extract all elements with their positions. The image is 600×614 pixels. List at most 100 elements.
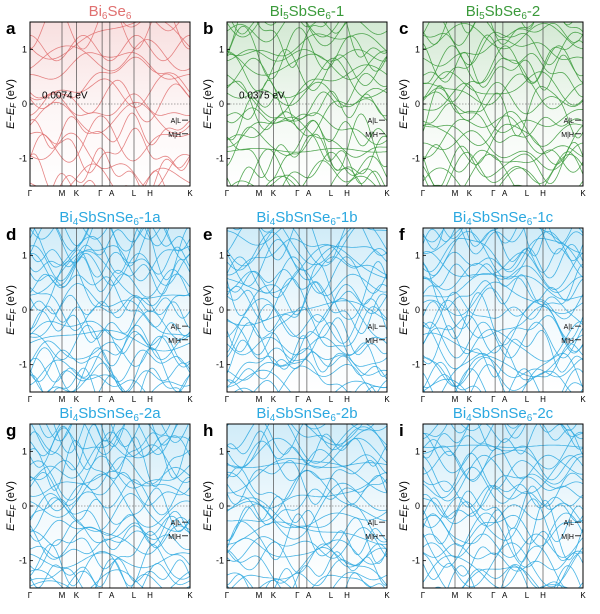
x-tick-label: K <box>384 591 390 600</box>
panel-letter: f <box>399 225 405 244</box>
x-tick-label: H <box>540 591 546 600</box>
panel-title: Bi4SbSnSe6-2b <box>256 405 357 424</box>
kpoint-label: A|L <box>171 118 181 125</box>
y-tick-label: 0 <box>415 99 420 109</box>
panel-title: Bi6Se6 <box>89 3 132 22</box>
x-tick-label: H <box>344 591 350 600</box>
x-tick-label: Γ <box>225 395 230 404</box>
kpoint-label: M|H <box>365 132 378 139</box>
kpoint-label: M|H <box>561 338 574 345</box>
x-tick-label: M <box>59 395 66 404</box>
panel-title: Bi4SbSnSe6-2c <box>453 405 554 424</box>
x-tick-label: M <box>452 189 459 198</box>
y-tick-label: -1 <box>412 154 420 164</box>
kpoint-label: A|L <box>564 118 574 125</box>
x-tick-label: K <box>187 395 193 404</box>
x-tick-label: Γ <box>421 395 426 404</box>
x-tick-label: A <box>502 189 508 198</box>
y-tick-label: 0 <box>22 305 27 315</box>
x-tick-label: A <box>502 395 508 404</box>
x-tick-label: Γ <box>491 189 496 198</box>
y-tick-label: -1 <box>412 360 420 370</box>
x-tick-label: M <box>59 189 66 198</box>
gap-annotation: 0.0375 eV <box>239 91 285 102</box>
x-tick-label: K <box>74 591 80 600</box>
x-tick-label: Γ <box>28 189 33 198</box>
x-tick-label: K <box>187 189 193 198</box>
x-tick-label: K <box>271 395 277 404</box>
x-tick-label: H <box>540 395 546 404</box>
y-tick-label: -1 <box>412 556 420 566</box>
panel-letter: d <box>6 225 16 244</box>
band-line <box>64 228 170 247</box>
x-tick-label: Γ <box>225 189 230 198</box>
band-line <box>265 175 377 186</box>
kpoint-label: M|H <box>561 132 574 139</box>
y-tick-label: -1 <box>19 556 27 566</box>
kpoint-label: M|H <box>365 338 378 345</box>
x-tick-label: A <box>306 395 312 404</box>
panel-title: Bi4SbSnSe6-2a <box>59 405 161 424</box>
y-axis-label: E−EF (eV) <box>5 79 18 129</box>
kpoint-label: M|H <box>168 534 181 541</box>
band-line <box>423 378 583 392</box>
y-axis-label: E−EF (eV) <box>5 481 18 531</box>
kpoint-label: A|L <box>368 520 378 527</box>
kpoint-label: M|H <box>561 534 574 541</box>
kpoint-label: M|H <box>168 338 181 345</box>
x-tick-label: Γ <box>225 591 230 600</box>
x-tick-label: L <box>329 395 334 404</box>
band-line <box>354 382 377 392</box>
x-tick-label: H <box>147 189 153 198</box>
kpoint-label: A|L <box>171 520 181 527</box>
x-tick-label: Γ <box>98 189 103 198</box>
panel-title: Bi4SbSnSe6-1b <box>256 209 357 228</box>
band-line <box>274 567 386 588</box>
x-tick-label: Γ <box>421 591 426 600</box>
y-axis-label: E−EF (eV) <box>202 79 215 129</box>
band-line <box>227 369 387 392</box>
x-tick-label: K <box>271 189 277 198</box>
band-line <box>227 424 387 455</box>
y-tick-label: 0 <box>22 501 27 511</box>
x-tick-label: A <box>109 189 115 198</box>
kpoint-label: M|H <box>168 132 181 139</box>
x-tick-label: K <box>74 395 80 404</box>
y-tick-label: 0 <box>22 99 27 109</box>
x-tick-label: A <box>306 189 312 198</box>
y-axis-label: E−EF (eV) <box>5 285 18 335</box>
x-tick-label: H <box>344 189 350 198</box>
panel-title: Bi5SbSe6-2 <box>466 3 541 22</box>
kpoint-label: M|H <box>365 534 378 541</box>
x-tick-label: M <box>452 395 459 404</box>
x-tick-label: L <box>132 591 137 600</box>
band-line <box>53 424 189 454</box>
panel-title: Bi4SbSnSe6-1a <box>59 209 161 228</box>
x-tick-label: K <box>580 395 586 404</box>
y-tick-label: -1 <box>216 360 224 370</box>
x-tick-label: A <box>502 591 508 600</box>
x-tick-label: H <box>147 395 153 404</box>
x-tick-label: L <box>329 591 334 600</box>
x-tick-label: L <box>132 395 137 404</box>
panel-title: Bi4SbSnSe6-1c <box>453 209 554 228</box>
kpoint-label: A|L <box>564 324 574 331</box>
y-tick-label: 1 <box>415 446 420 456</box>
panel-letter: h <box>203 421 213 440</box>
y-tick-label: 0 <box>219 501 224 511</box>
band-line <box>227 228 387 246</box>
x-tick-label: Γ <box>28 395 33 404</box>
x-tick-label: Γ <box>421 189 426 198</box>
x-tick-label: Γ <box>295 189 300 198</box>
y-axis-label: E−EF (eV) <box>398 285 411 335</box>
x-tick-label: K <box>271 591 277 600</box>
kpoint-label: A|L <box>368 118 378 125</box>
x-tick-label: L <box>329 189 334 198</box>
x-tick-label: L <box>525 395 530 404</box>
panel-letter: g <box>6 421 16 440</box>
x-tick-label: H <box>147 591 153 600</box>
